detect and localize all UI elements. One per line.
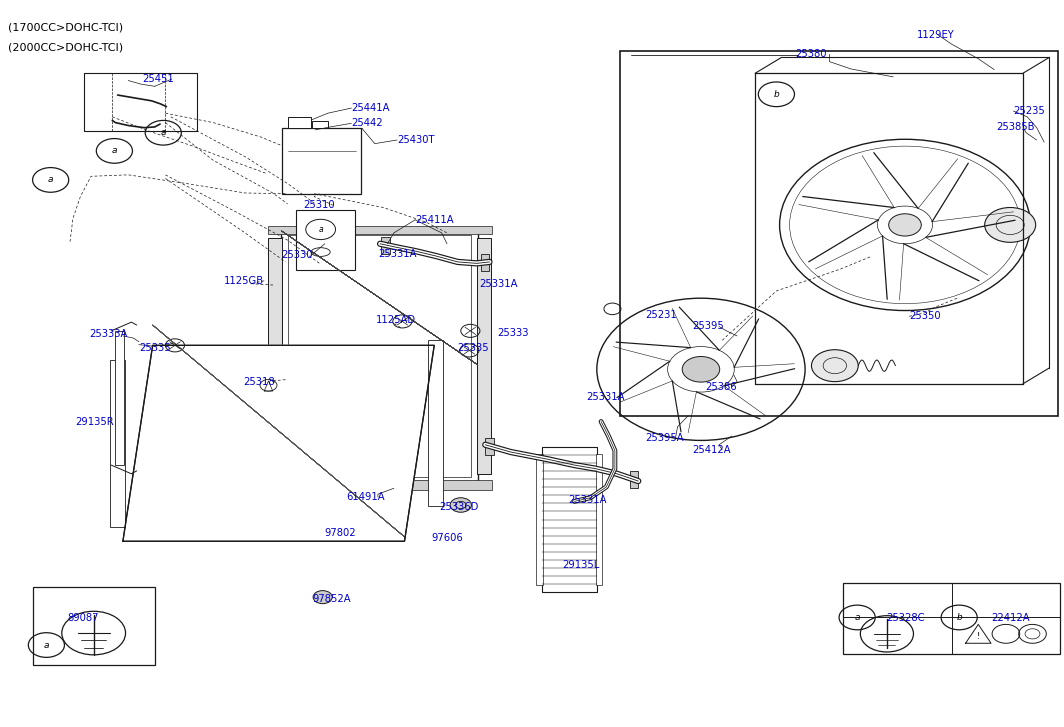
Text: 1129EY: 1129EY <box>917 30 954 40</box>
Text: 29135L: 29135L <box>562 561 599 570</box>
Bar <box>542 447 597 592</box>
Bar <box>33 587 154 664</box>
Bar <box>282 129 361 193</box>
Circle shape <box>682 356 719 382</box>
Circle shape <box>812 350 859 382</box>
Text: a: a <box>161 128 166 137</box>
Bar <box>630 471 638 489</box>
Text: 1125GB: 1125GB <box>223 276 264 286</box>
Text: 25380: 25380 <box>796 49 827 60</box>
Bar <box>596 454 602 585</box>
Bar <box>268 238 282 474</box>
Text: 25430T: 25430T <box>397 135 434 145</box>
Text: 25411A: 25411A <box>415 215 453 225</box>
Text: 97606: 97606 <box>431 533 463 542</box>
Text: (1700CC>DOHC-TCI): (1700CC>DOHC-TCI) <box>9 23 123 33</box>
Text: 25331A: 25331A <box>586 392 625 402</box>
Circle shape <box>450 498 471 513</box>
Bar <box>111 360 124 527</box>
Text: !: ! <box>977 632 980 640</box>
Text: 25330: 25330 <box>281 250 313 260</box>
Text: a: a <box>318 225 323 234</box>
Bar <box>296 210 354 270</box>
Circle shape <box>313 590 332 603</box>
Bar <box>116 331 124 465</box>
Text: 61491A: 61491A <box>346 492 385 502</box>
Text: 25333A: 25333A <box>89 329 128 340</box>
Text: 25412A: 25412A <box>693 445 731 455</box>
Text: 25331A: 25331A <box>568 495 606 505</box>
Text: 25310: 25310 <box>303 201 335 210</box>
Text: 25386: 25386 <box>705 382 737 392</box>
Bar <box>268 225 492 234</box>
Polygon shape <box>965 624 991 643</box>
Bar <box>620 52 1058 417</box>
Bar <box>312 121 328 129</box>
Text: 25451: 25451 <box>142 74 173 84</box>
Text: 25231: 25231 <box>646 310 678 320</box>
Text: 25331A: 25331A <box>378 249 416 259</box>
Bar <box>287 235 471 477</box>
Text: 25350: 25350 <box>910 311 941 321</box>
Text: 25331A: 25331A <box>479 278 517 289</box>
Text: 25328C: 25328C <box>886 613 925 623</box>
Circle shape <box>984 207 1035 242</box>
Text: 29135R: 29135R <box>76 417 114 427</box>
Bar <box>477 238 491 474</box>
Text: a: a <box>854 613 860 622</box>
Text: 25318: 25318 <box>243 377 275 387</box>
Text: 97852A: 97852A <box>312 594 351 603</box>
Bar <box>536 454 543 585</box>
Text: 25395: 25395 <box>693 321 725 332</box>
Text: 22412A: 22412A <box>991 613 1030 623</box>
Text: 1125AD: 1125AD <box>376 315 416 325</box>
Text: 97802: 97802 <box>325 529 356 538</box>
Bar <box>287 117 311 129</box>
Text: 25442: 25442 <box>351 119 383 129</box>
Bar <box>481 254 489 271</box>
Text: a: a <box>112 146 117 156</box>
Text: b: b <box>774 90 779 99</box>
Bar <box>428 340 443 507</box>
Text: a: a <box>44 640 49 649</box>
Text: 25385B: 25385B <box>996 122 1035 132</box>
Text: 25441A: 25441A <box>351 103 389 113</box>
Text: 25395A: 25395A <box>646 433 684 443</box>
Text: b: b <box>957 613 962 622</box>
Text: a: a <box>48 175 53 185</box>
Text: 25333: 25333 <box>497 328 529 338</box>
Bar <box>268 481 492 490</box>
Text: 89087: 89087 <box>68 613 99 623</box>
Bar <box>844 582 1060 654</box>
Text: 25335: 25335 <box>458 342 489 353</box>
Text: 25335: 25335 <box>138 342 170 353</box>
Circle shape <box>888 214 921 236</box>
Text: (2000CC>DOHC-TCI): (2000CC>DOHC-TCI) <box>9 43 123 53</box>
Polygon shape <box>123 345 434 542</box>
Bar <box>381 236 389 254</box>
Text: 25336D: 25336D <box>439 502 479 512</box>
Text: 25235: 25235 <box>1013 106 1045 116</box>
Bar <box>485 438 494 455</box>
Bar <box>281 230 478 481</box>
